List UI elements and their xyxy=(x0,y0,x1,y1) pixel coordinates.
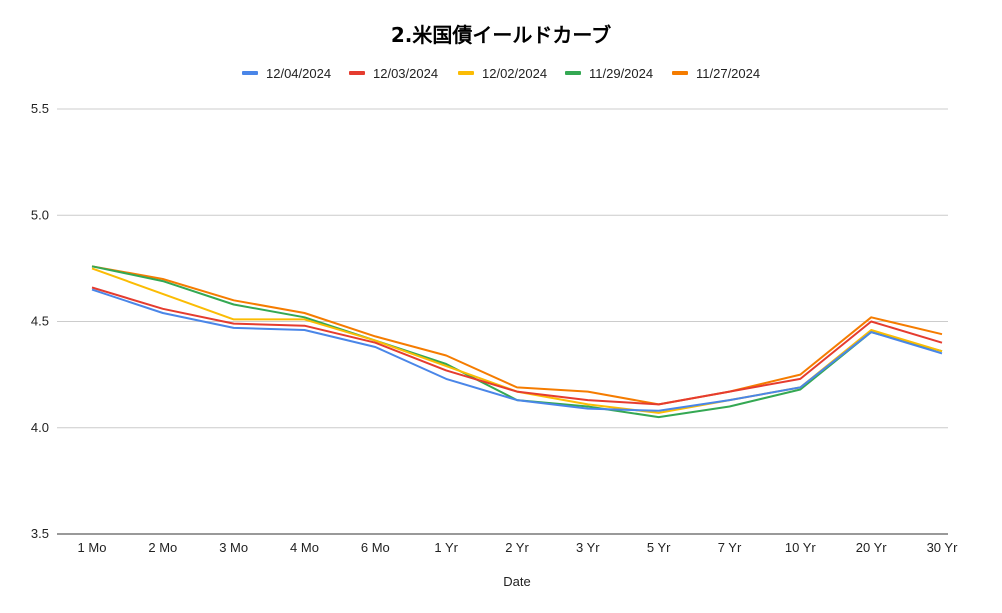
legend-item: 11/29/2024 xyxy=(565,66,653,81)
x-axis-title: Date xyxy=(503,574,530,589)
legend-swatch xyxy=(565,71,581,75)
x-tick-label: 4 Mo xyxy=(290,540,319,555)
legend-item: 12/04/2024 xyxy=(242,66,331,81)
x-tick-label: 2 Mo xyxy=(148,540,177,555)
legend-swatch xyxy=(242,71,258,75)
x-tick-label: 2 Yr xyxy=(505,540,529,555)
series-lines xyxy=(91,265,943,419)
legend-swatch xyxy=(672,71,688,75)
series-line xyxy=(91,288,943,412)
x-tick-label: 30 Yr xyxy=(927,540,959,555)
x-tick-label: 3 Mo xyxy=(219,540,248,555)
legend-swatch xyxy=(349,71,365,75)
x-tick-label: 7 Yr xyxy=(718,540,742,555)
x-tick-label: 6 Mo xyxy=(361,540,390,555)
x-tick-label: 1 Yr xyxy=(434,540,458,555)
legend-label: 12/04/2024 xyxy=(266,66,331,81)
x-tick-label: 10 Yr xyxy=(785,540,817,555)
legend-label: 12/03/2024 xyxy=(373,66,438,81)
y-axis-ticks: 3.5 4.0 4.5 5.0 5.5 xyxy=(31,101,49,541)
x-tick-label: 20 Yr xyxy=(856,540,888,555)
y-tick-label: 5.5 xyxy=(31,101,49,116)
x-tick-label: 1 Mo xyxy=(78,540,107,555)
y-tick-label: 3.5 xyxy=(31,526,49,541)
legend: 12/04/2024 12/03/2024 12/02/2024 11/29/2024… xyxy=(242,66,760,81)
legend-item: 12/02/2024 xyxy=(458,66,547,81)
x-axis-ticks: 1 Mo 2 Mo 3 Mo 4 Mo 6 Mo 1 Yr 2 Yr 3 Yr 5 Yr 7 Yr… xyxy=(78,540,959,555)
legend-label: 11/29/2024 xyxy=(589,66,653,81)
legend-swatch xyxy=(458,71,474,75)
legend-item: 11/27/2024 xyxy=(672,66,760,81)
legend-label: 11/27/2024 xyxy=(696,66,760,81)
y-tick-label: 4.0 xyxy=(31,420,49,435)
series-line xyxy=(91,265,943,406)
x-tick-label: 3 Yr xyxy=(576,540,600,555)
chart-title: 2.米国債イールドカーブ xyxy=(391,23,611,47)
series-line xyxy=(91,286,943,406)
legend-label: 12/02/2024 xyxy=(482,66,547,81)
y-tick-label: 5.0 xyxy=(31,207,49,222)
x-tick-label: 5 Yr xyxy=(647,540,671,555)
y-tick-label: 4.5 xyxy=(31,314,49,329)
legend-item: 12/03/2024 xyxy=(349,66,438,81)
